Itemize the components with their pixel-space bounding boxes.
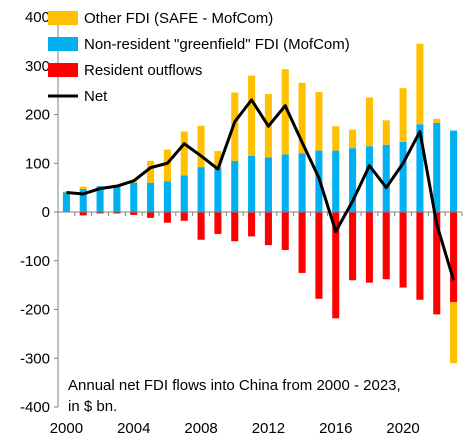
annotation-line-1: Annual net FDI flows into China from 200… — [68, 377, 401, 394]
bar-greenfield-2003 — [113, 186, 121, 212]
legend: Other FDI (SAFE - MofCom) Non-resident "g… — [48, 10, 350, 105]
y-tick-label: -400 — [20, 399, 50, 416]
y-tick-label: -300 — [20, 350, 50, 367]
bar-resident-outflows-2015 — [315, 212, 323, 299]
bar-other-fdi-2023 — [450, 302, 458, 364]
bar-resident-outflows-2010 — [231, 212, 239, 242]
y-tick-label: -100 — [20, 253, 50, 270]
bar-other-fdi-2010 — [231, 92, 239, 161]
legend-label-resident-outflows: Resident outflows — [84, 62, 202, 79]
bar-resident-outflows-2011 — [248, 212, 256, 237]
bar-resident-outflows-2016 — [332, 212, 340, 319]
bar-resident-outflows-2022 — [433, 212, 441, 315]
bar-greenfield-2005 — [147, 182, 155, 212]
bar-greenfield-2010 — [231, 160, 239, 212]
legend-swatch-non-resident-greenfield-fdi-mofcom — [48, 37, 78, 51]
x-tick-label: 2012 — [252, 420, 285, 437]
bar-greenfield-2017 — [349, 148, 357, 212]
bar-resident-outflows-2019 — [382, 212, 390, 280]
y-tick-label: 0 — [42, 204, 50, 221]
bar-greenfield-2021 — [416, 124, 424, 212]
x-tick-label: 2004 — [117, 420, 150, 437]
annotation-line-2: in $ bn. — [68, 398, 117, 415]
bar-other-fdi-2001 — [79, 186, 87, 190]
bar-greenfield-2023 — [450, 130, 458, 212]
bar-greenfield-2006 — [163, 181, 171, 212]
y-tick-label: 300 — [25, 58, 50, 75]
y-tick-label: 200 — [25, 107, 50, 124]
bar-greenfield-2022 — [433, 122, 441, 212]
bar-resident-outflows-2009 — [214, 212, 222, 234]
bar-greenfield-2004 — [130, 182, 138, 212]
bar-other-fdi-2016 — [332, 126, 340, 151]
bar-greenfield-2016 — [332, 150, 340, 212]
bar-greenfield-2009 — [214, 168, 222, 212]
bar-other-fdi-2000 — [62, 191, 70, 193]
bar-resident-outflows-2006 — [163, 212, 171, 223]
y-ticks: 400 300 200 100 0 -100 -200 -300 -400 — [20, 9, 58, 416]
x-tick-label: 2016 — [319, 420, 352, 437]
x-ticks: 2000 2004 2008 2012 2016 2020 — [50, 212, 463, 437]
bar-greenfield-2014 — [298, 153, 306, 212]
y-tick-label: -200 — [20, 302, 50, 319]
bar-other-fdi-2013 — [281, 69, 289, 155]
bar-greenfield-2018 — [365, 146, 373, 212]
bar-other-fdi-2009 — [214, 151, 222, 169]
bar-greenfield-2019 — [382, 144, 390, 212]
bar-greenfield-2000 — [62, 192, 70, 212]
bar-resident-outflows-2023 — [450, 212, 458, 303]
y-tick-label: 400 — [25, 9, 50, 26]
bar-greenfield-2001 — [79, 189, 87, 212]
bar-other-fdi-2022 — [433, 118, 441, 123]
legend-label-net: Net — [84, 88, 108, 105]
bar-greenfield-2007 — [180, 175, 188, 212]
bar-other-fdi-2020 — [399, 88, 407, 142]
net-series-line — [66, 98, 456, 281]
x-tick-label: 2000 — [50, 420, 83, 437]
bar-resident-outflows-2017 — [349, 212, 357, 281]
bar-resident-outflows-2014 — [298, 212, 306, 273]
x-tick-label: 2008 — [184, 420, 217, 437]
legend-swatch-other-fdi-safe-mofcom — [48, 11, 78, 25]
bar-resident-outflows-2007 — [180, 212, 188, 221]
bar-other-fdi-2005 — [147, 160, 155, 183]
legend-label-non-resident-greenfield-fdi-mofcom: Non-resident "greenfield" FDI (MofCom) — [84, 36, 350, 53]
legend-swatch-resident-outflows — [48, 63, 78, 77]
bar-other-fdi-2008 — [197, 125, 205, 168]
legend-label-other-fdi-safe-mofcom: Other FDI (SAFE - MofCom) — [84, 10, 273, 27]
bar-other-fdi-2019 — [382, 120, 390, 145]
bar-resident-outflows-2020 — [399, 212, 407, 288]
bar-greenfield-2008 — [197, 167, 205, 212]
bar-resident-outflows-2001 — [79, 212, 87, 216]
x-tick-label: 2020 — [386, 420, 419, 437]
bar-resident-outflows-2013 — [281, 212, 289, 251]
y-tick-label: 100 — [25, 155, 50, 172]
bar-resident-outflows-2004 — [130, 212, 138, 215]
bar-resident-outflows-2002 — [96, 212, 104, 214]
bar-other-fdi-2006 — [163, 149, 171, 182]
bar-greenfield-2011 — [248, 155, 256, 212]
bar-resident-outflows-2012 — [264, 212, 272, 246]
bar-greenfield-2020 — [399, 141, 407, 212]
bar-greenfield-2002 — [96, 186, 104, 212]
bar-other-fdi-2014 — [298, 82, 306, 154]
bar-resident-outflows-2005 — [147, 212, 155, 218]
bar-resident-outflows-2003 — [113, 212, 121, 214]
bar-resident-outflows-2021 — [416, 212, 424, 300]
bars-layer — [62, 43, 458, 364]
bar-resident-outflows-2008 — [197, 212, 205, 240]
bar-other-fdi-2021 — [416, 43, 424, 125]
bar-greenfield-2013 — [281, 154, 289, 212]
bar-greenfield-2012 — [264, 157, 272, 212]
bar-resident-outflows-2018 — [365, 212, 373, 283]
bar-other-fdi-2018 — [365, 97, 373, 147]
bar-other-fdi-2015 — [315, 92, 323, 151]
bar-other-fdi-2017 — [349, 129, 357, 149]
bar-other-fdi-2011 — [248, 75, 256, 156]
bar-other-fdi-2007 — [180, 131, 188, 176]
